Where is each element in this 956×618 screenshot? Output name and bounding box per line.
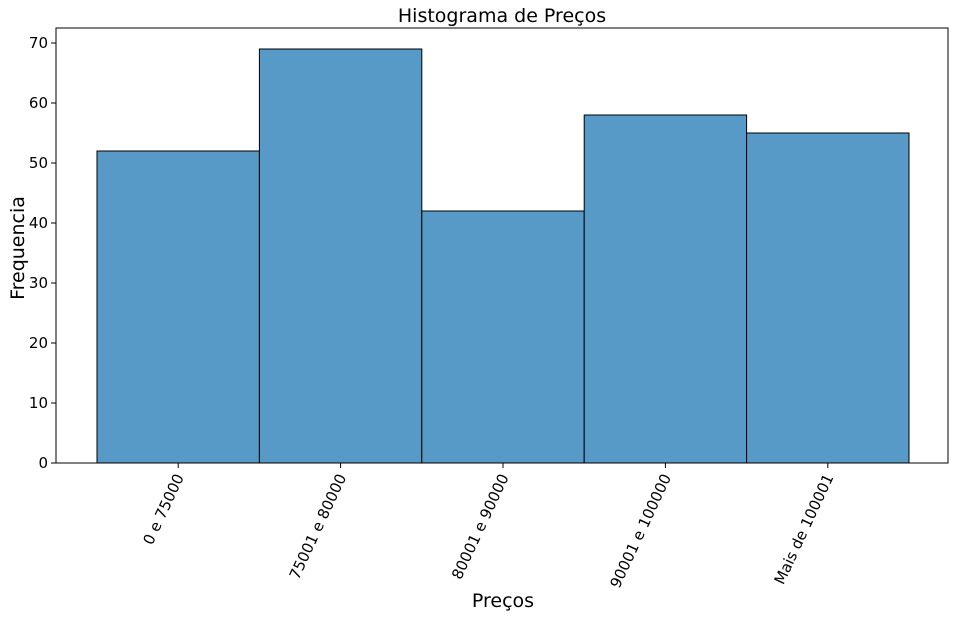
bar-1: [96, 150, 260, 464]
bars-group: [96, 48, 910, 464]
x-tick-label: 80001 e 90000: [448, 471, 513, 582]
x-tick-label: 0 e 75000: [139, 471, 187, 548]
bar-5: [746, 132, 910, 464]
y-tick-label: 50: [29, 154, 48, 172]
y-tick-label: 10: [29, 394, 48, 412]
x-tick-label: Mais de 100001: [771, 471, 838, 587]
y-tick-label: 70: [29, 34, 48, 52]
y-axis: 0 10 20 30 40 50 60 70: [29, 34, 56, 472]
x-tick-label: 75001 e 80000: [286, 471, 351, 582]
y-tick-label: 30: [29, 274, 48, 292]
y-tick-label: 0: [38, 454, 48, 472]
y-tick-label: 40: [29, 214, 48, 232]
y-tick-label: 20: [29, 334, 48, 352]
y-tick-label: 60: [29, 94, 48, 112]
bar-2: [258, 48, 423, 464]
bar-3: [421, 210, 585, 464]
y-axis-label: Frequencia: [7, 196, 29, 300]
chart-title: Histograma de Preços: [398, 5, 606, 27]
x-tick-label: 90001 e 100000: [606, 471, 675, 591]
plot-frame: [55, 27, 949, 464]
x-axis-label: Preços: [472, 590, 534, 612]
x-axis: 0 e 75000 75001 e 80000 80001 e 90000 90001…: [139, 463, 837, 591]
bar-4: [583, 114, 748, 464]
